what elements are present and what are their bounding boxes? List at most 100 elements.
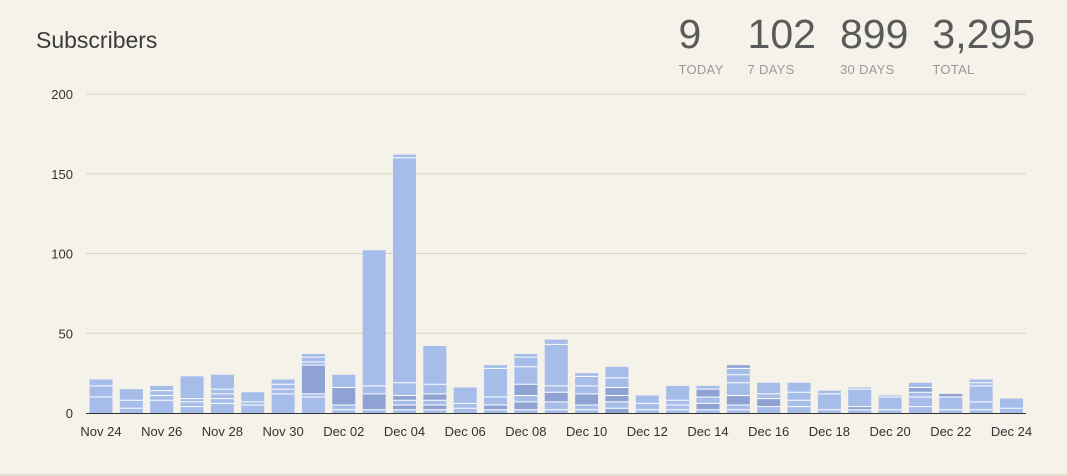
bar — [848, 387, 872, 413]
x-tick-label: Dec 04 — [384, 424, 425, 439]
stat-7-days-label: 7 DAYS — [747, 62, 795, 77]
bar-segment — [726, 409, 750, 413]
bar-segment — [393, 154, 416, 158]
bar-segment — [575, 376, 599, 386]
bar-segment — [150, 395, 174, 401]
x-tick-label: Dec 22 — [930, 424, 971, 439]
bar-segment — [575, 385, 599, 394]
bar-segment — [393, 382, 416, 396]
bar-segment — [484, 365, 508, 369]
bar — [817, 390, 841, 413]
bar — [908, 382, 932, 413]
bar-segment — [848, 387, 872, 390]
bar — [757, 382, 781, 413]
stat-total-label: TOTAL — [932, 62, 975, 77]
y-tick-label: 0 — [66, 406, 73, 421]
bar-segment — [514, 401, 538, 410]
bar-segment — [848, 409, 872, 413]
bar-segment — [908, 397, 932, 407]
bar-segment — [817, 390, 841, 394]
bar — [575, 373, 599, 413]
bar-segment — [362, 409, 386, 413]
bar-segment — [89, 379, 113, 386]
bar-segment — [575, 409, 599, 413]
bar-segment — [544, 392, 568, 402]
x-tick-label: Dec 20 — [869, 424, 910, 439]
bar — [241, 392, 265, 413]
bar-segment — [423, 384, 447, 394]
bar-segment — [908, 406, 932, 413]
bar-segment — [180, 398, 204, 402]
bar-segment — [939, 393, 963, 398]
bar-segment — [544, 339, 568, 345]
bar-segment — [575, 405, 599, 410]
bar-segment — [180, 406, 204, 413]
bar — [605, 366, 629, 413]
bar-segment — [301, 353, 325, 358]
bar-segment — [817, 393, 841, 410]
bar-segment — [301, 393, 325, 398]
bar — [484, 365, 508, 413]
bar-segment — [666, 409, 690, 413]
bar-segment — [696, 385, 720, 390]
bar-segment — [969, 382, 993, 386]
x-tick-label: Dec 08 — [505, 424, 546, 439]
bar-segment — [241, 392, 265, 402]
bar — [453, 387, 477, 413]
bar-segment — [453, 408, 477, 413]
bar-segment — [362, 385, 386, 394]
bar-segment — [605, 408, 629, 413]
bar-segment — [301, 357, 325, 362]
bar — [544, 339, 568, 413]
bar-segment — [1000, 398, 1023, 409]
bar-segment — [817, 409, 841, 413]
bar-segment — [423, 405, 447, 410]
bar-segment — [423, 400, 447, 406]
stat-30-days-value: 899 — [839, 11, 909, 57]
bar — [89, 379, 113, 413]
x-tick-label: Dec 10 — [566, 424, 607, 439]
bar-segment — [271, 393, 295, 413]
bar-segment — [89, 397, 113, 413]
bar-segment — [119, 408, 143, 413]
bar-segment — [423, 393, 447, 401]
bar-segment — [969, 379, 993, 383]
bar-segment — [150, 400, 174, 413]
bar-segment — [332, 409, 356, 413]
bar-segment — [484, 397, 508, 406]
bar-segment — [878, 409, 902, 413]
bar-segment — [969, 385, 993, 402]
bar-segment — [332, 374, 356, 388]
bar-segment — [393, 409, 416, 413]
bar-segment — [726, 405, 750, 410]
bar-segment — [787, 392, 811, 401]
bar-segment — [666, 385, 690, 401]
bar-segment — [301, 365, 325, 394]
bar-segment — [514, 395, 538, 402]
bar-segment — [575, 393, 599, 406]
bar-segment — [119, 389, 143, 401]
bottom-divider — [0, 474, 1067, 476]
bar-segment — [544, 344, 568, 386]
bar-segment — [605, 387, 629, 396]
bar — [514, 353, 538, 413]
bar-segment — [726, 382, 750, 396]
bar-segment — [393, 405, 416, 410]
bar-segment — [848, 389, 872, 407]
bar-segment — [787, 400, 811, 407]
bar-segment — [878, 395, 902, 398]
x-tick-label: Dec 14 — [687, 424, 728, 439]
bar-segment — [757, 398, 781, 407]
bar-segment — [393, 400, 416, 406]
bar-segment — [514, 357, 538, 367]
bar-segment — [1000, 408, 1023, 413]
bar-segment — [726, 395, 750, 406]
stat-7-days: 102 7 DAYS — [748, 12, 816, 77]
bar-segment — [787, 382, 811, 393]
bar-segment — [605, 377, 629, 388]
bar-segment — [635, 403, 659, 410]
bar-segment — [210, 403, 234, 413]
bar-segment — [696, 409, 720, 413]
bar-segment — [150, 385, 174, 391]
